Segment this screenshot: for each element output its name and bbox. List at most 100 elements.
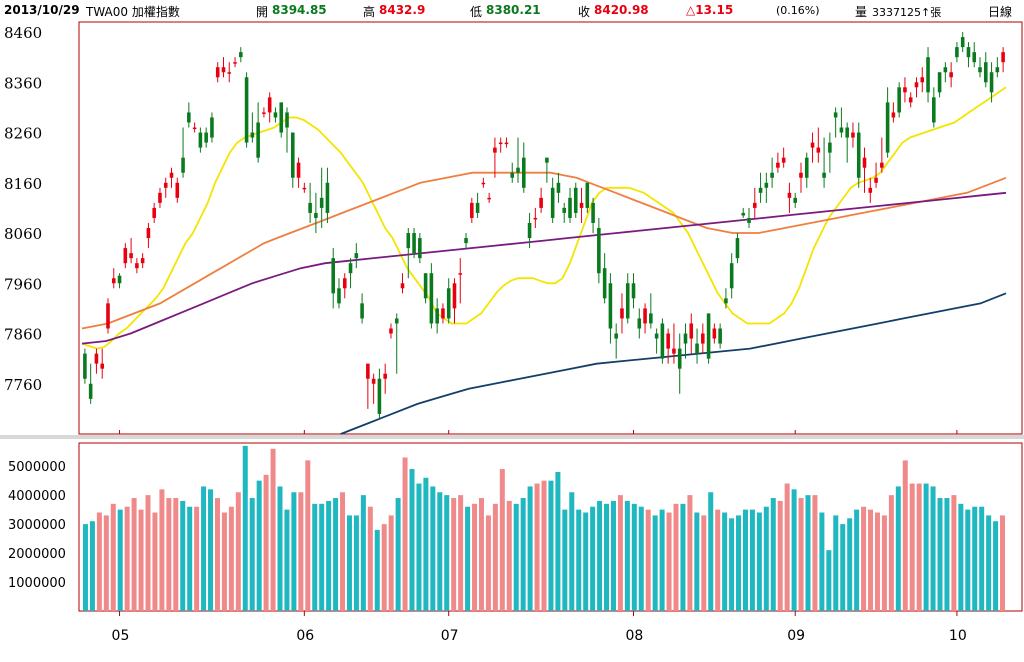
candlestick xyxy=(342,273,347,299)
candlestick xyxy=(828,132,832,173)
open-label: 開 xyxy=(256,5,269,19)
volume-bar xyxy=(395,498,401,611)
candlestick xyxy=(152,202,156,223)
candlestick xyxy=(273,107,278,123)
candlestick xyxy=(885,87,890,158)
volume-bar xyxy=(604,503,610,611)
candlestick xyxy=(712,323,717,344)
volume-bar xyxy=(673,503,679,611)
volume-bar xyxy=(145,495,151,611)
candlestick xyxy=(423,273,428,304)
candlestick xyxy=(822,137,826,188)
volume-bar xyxy=(187,506,193,611)
volume-bar xyxy=(805,495,811,611)
volume-bar xyxy=(951,495,957,611)
candlestick xyxy=(435,298,439,334)
volume-bar xyxy=(791,489,797,611)
candlestick xyxy=(724,288,728,309)
period-label: 日線 xyxy=(988,5,1013,19)
volume-bar xyxy=(221,512,227,611)
volume-bar xyxy=(777,500,783,611)
candlestick xyxy=(741,207,746,218)
candlestick xyxy=(989,62,994,103)
volume-bar xyxy=(478,498,484,611)
volume-label: 量 xyxy=(855,5,868,19)
volume-bar xyxy=(958,503,964,611)
volume-bar xyxy=(701,515,707,611)
volume-bar xyxy=(610,500,616,611)
candlestick xyxy=(493,137,497,178)
volume-tick-label: 3000000 xyxy=(8,518,66,533)
volume-bar xyxy=(749,509,755,611)
candlestick xyxy=(429,263,434,329)
candlestick xyxy=(793,192,798,208)
high-value: 8432.9 xyxy=(379,3,426,17)
candlestick xyxy=(400,273,405,294)
volume-bar xyxy=(965,509,971,611)
low-value: 8380.21 xyxy=(486,3,541,17)
month-label: 06 xyxy=(296,628,314,644)
volume-bar xyxy=(249,498,255,611)
volume-bar xyxy=(256,480,262,611)
volume-bar xyxy=(326,500,332,611)
volume-bar xyxy=(305,460,311,611)
volume-y-axis: 5000000 4000000 3000000 2000000 1000000 xyxy=(8,460,66,591)
candlestick xyxy=(706,313,711,364)
volume-bar xyxy=(340,492,346,611)
volume-bar xyxy=(451,498,457,611)
candlestick xyxy=(568,187,572,223)
candlestick xyxy=(129,238,133,264)
volume-bar xyxy=(194,506,200,611)
volume-bar xyxy=(784,483,790,611)
candlestick xyxy=(631,273,636,309)
volume-bar xyxy=(284,509,290,611)
change-percent: (0.16%) xyxy=(776,4,820,17)
price-tick-label: 7760 xyxy=(4,376,42,394)
moving-average-line xyxy=(340,292,1007,435)
candlestick xyxy=(776,152,780,173)
volume-bar xyxy=(402,457,408,611)
volume-bar xyxy=(937,498,943,611)
candlestick xyxy=(897,82,901,118)
candlestick xyxy=(695,328,699,364)
volume-bar xyxy=(499,469,505,611)
candlestick xyxy=(654,328,659,354)
volume-bar xyxy=(583,512,589,611)
volume-bar xyxy=(437,492,443,611)
candlestick xyxy=(123,243,128,269)
volume-bar xyxy=(847,518,853,611)
price-tick-label: 8260 xyxy=(4,125,42,143)
volume-bar xyxy=(576,509,582,611)
month-label: 09 xyxy=(787,628,805,644)
volume-bar xyxy=(96,512,102,611)
candlestick xyxy=(579,187,584,223)
volume-bar xyxy=(173,498,179,611)
candlestick xyxy=(262,107,266,118)
candlestick xyxy=(527,212,532,249)
volume-bar xyxy=(367,506,373,611)
candlestick xyxy=(83,348,87,384)
candlestick xyxy=(504,137,509,148)
candlestick xyxy=(198,127,203,153)
candlestick xyxy=(562,202,567,223)
candlestick xyxy=(677,333,682,394)
candlestick xyxy=(908,92,913,108)
candlestick xyxy=(880,137,884,173)
candlestick xyxy=(88,363,93,404)
candlestick xyxy=(100,348,105,379)
candlestick xyxy=(764,172,769,203)
candlestick xyxy=(556,172,561,203)
candlestick xyxy=(660,318,665,364)
volume-bar xyxy=(868,509,874,611)
candlestick xyxy=(966,42,971,68)
volume-bar xyxy=(346,515,352,611)
candlestick xyxy=(94,348,99,374)
candlestick xyxy=(366,363,370,409)
volume-bar xyxy=(729,518,735,611)
volume-bar xyxy=(388,515,394,611)
candlestick xyxy=(672,323,676,364)
candlestick xyxy=(418,233,422,264)
candlestick xyxy=(643,303,647,334)
volume-bar xyxy=(916,483,922,611)
